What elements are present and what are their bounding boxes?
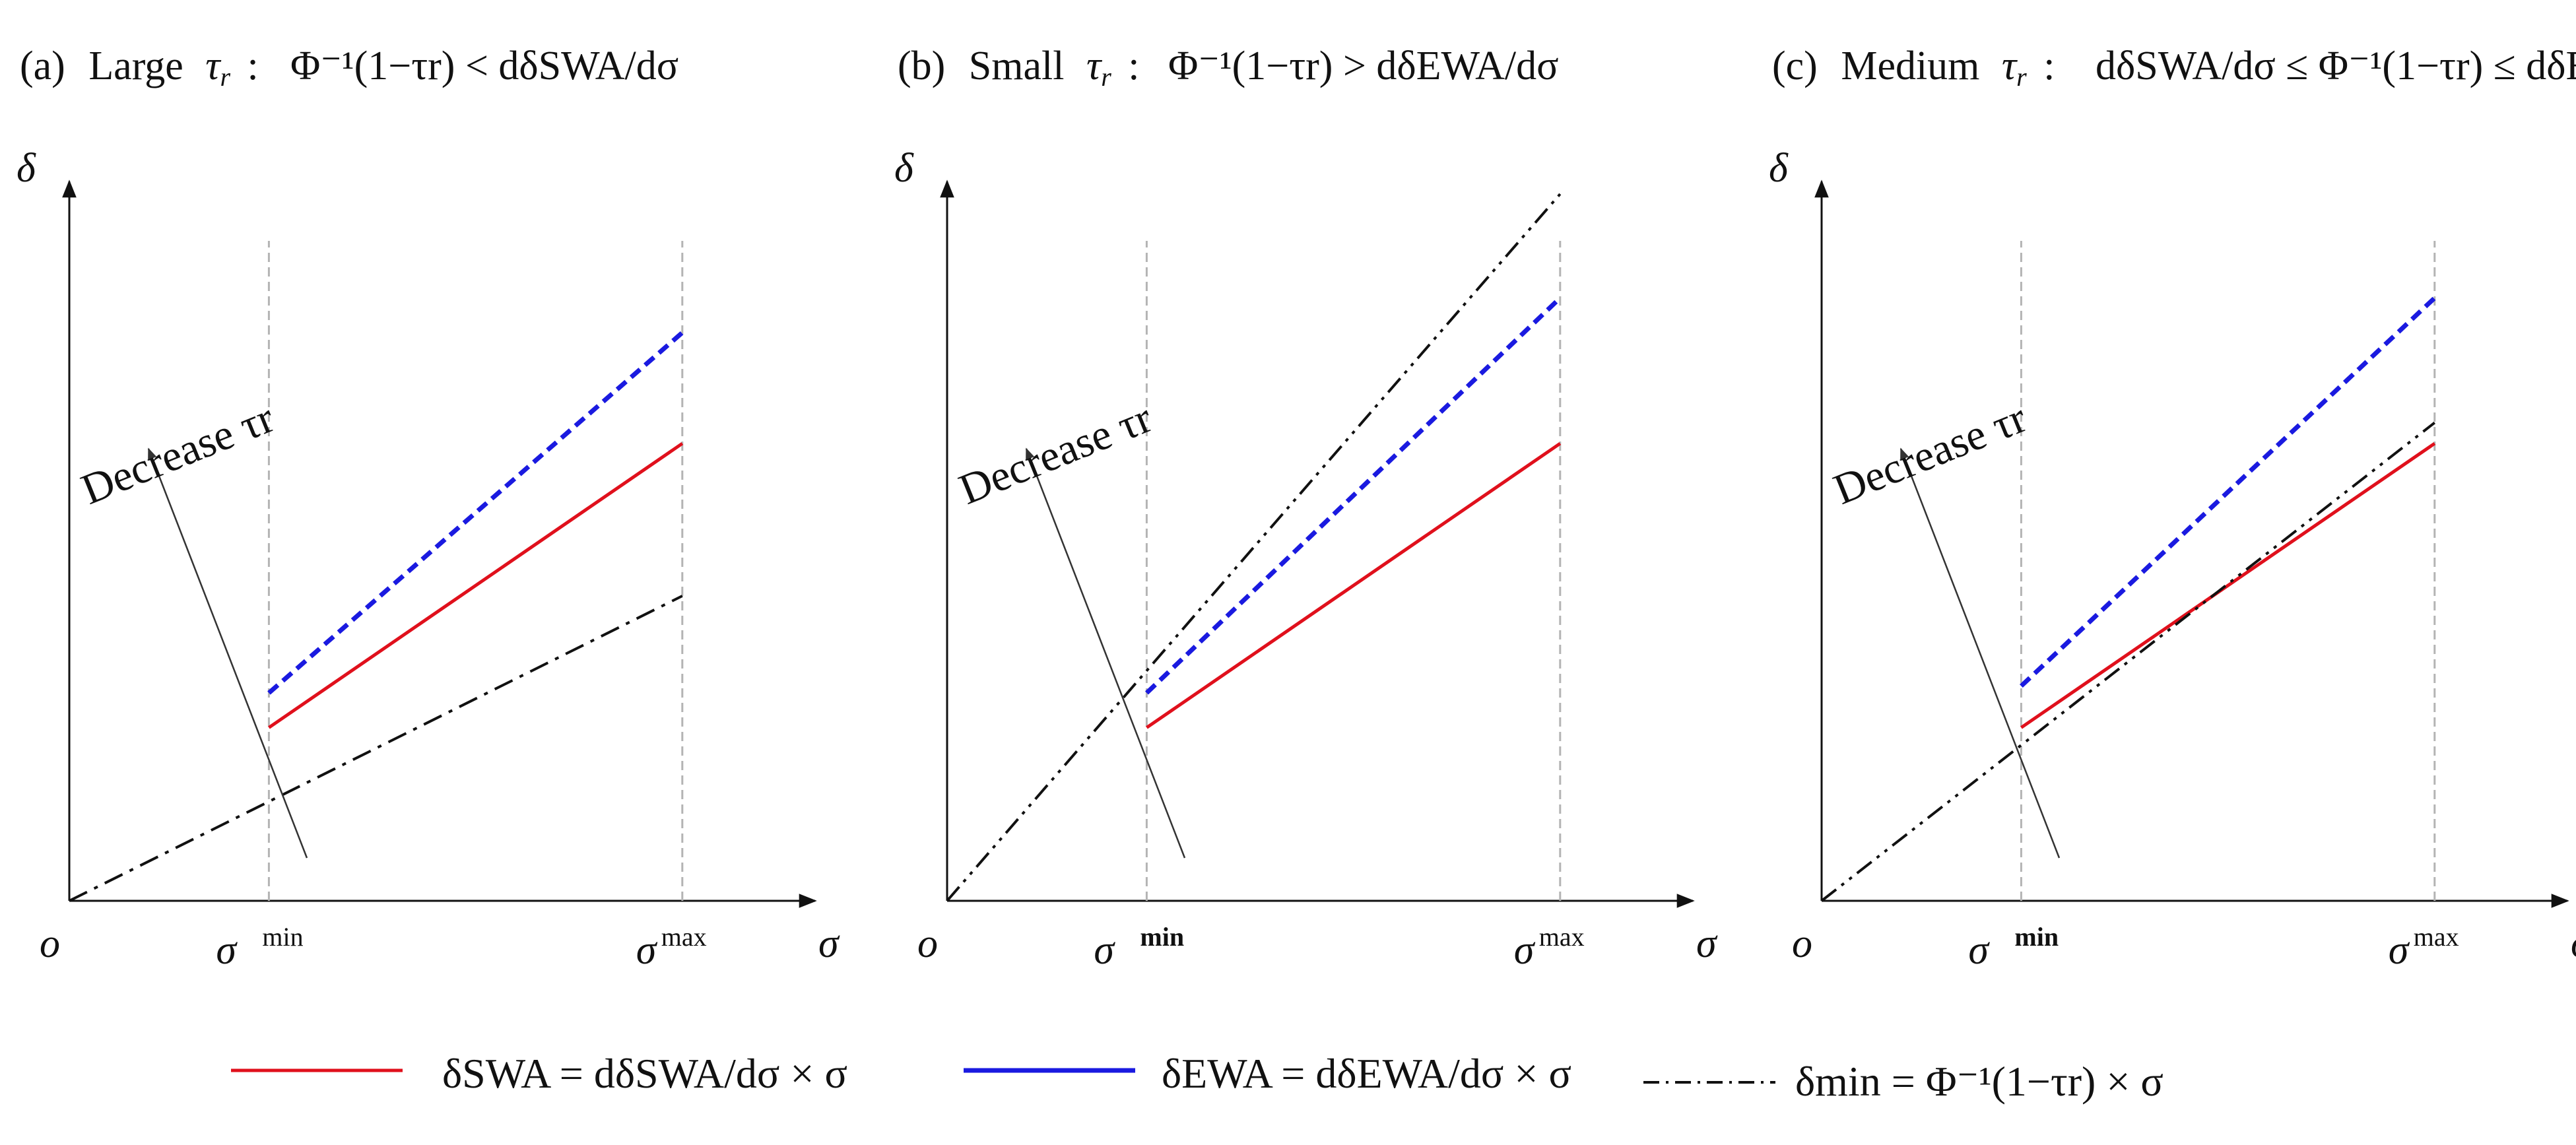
tick-sigma-min-sup: min — [1140, 922, 1184, 952]
panel-title-colon: : — [2043, 44, 2055, 88]
legend: δSWA = dδSWA/dσ × σ δEWA = dδEWA/dσ × σ … — [231, 1050, 2163, 1105]
tick-sigma-max: σ — [636, 928, 658, 973]
panel-title-tau: τ — [205, 44, 222, 88]
panel-title-colon: : — [1128, 44, 1139, 88]
panel-title-label: Medium — [1841, 44, 1979, 88]
panel-title-label: Small — [969, 44, 1065, 88]
origin-label: o — [1792, 921, 1812, 966]
legend-min-label: δmin = Φ⁻¹(1−τr) × σ — [1795, 1058, 2163, 1105]
tick-sigma-min: σ — [216, 928, 238, 973]
tick-sigma-max-sup: max — [661, 922, 707, 952]
panel-b: (b) Small τr : Φ⁻¹(1−τr) > dδEWA/dσ δ σ o σ… — [894, 44, 1718, 973]
panel-a: (a) Large τr : Φ⁻¹(1−τr) < dδSWA/dσ δ σ o σ… — [17, 44, 840, 973]
min-line — [946, 193, 1562, 902]
origin-label: o — [917, 921, 938, 966]
swa-line — [267, 442, 684, 729]
panel-title-tau: τ — [1086, 44, 1103, 88]
panel-condition: dδSWA/dσ ≤ Φ⁻¹(1−τr) ≤ dδEWA/dσ — [2096, 44, 2576, 88]
y-axis-label: δ — [17, 146, 36, 191]
panel-title-tau: τ — [2002, 44, 2018, 88]
tick-sigma-min: σ — [1094, 928, 1115, 973]
panel-title-tau-sub: r — [2016, 62, 2027, 92]
tick-sigma-max: σ — [2389, 928, 2410, 973]
tick-sigma-min: σ — [1968, 928, 1990, 973]
origin-label: o — [40, 921, 60, 966]
tick-sigma-max-sup: max — [2414, 922, 2459, 952]
panel-title: (c) Medium τr : — [1772, 44, 2055, 95]
panel-title-prefix: (a) — [20, 44, 65, 88]
decrease-annotation: Decrease τr — [952, 393, 1158, 514]
decrease-arrow — [147, 447, 308, 859]
panel-c: (c) Medium τr : dδSWA/dσ ≤ Φ⁻¹(1−τr) ≤ d… — [1769, 44, 2576, 973]
tick-sigma-max: σ — [1514, 928, 1536, 973]
panel-title-prefix: (b) — [898, 44, 945, 88]
min-line — [69, 595, 683, 902]
legend-ewa-label: δEWA = dδEWA/dσ × σ — [1162, 1050, 1571, 1097]
x-axis-label: σ — [1696, 921, 1718, 966]
swa-line — [1145, 442, 1562, 729]
panel-title-tau-sub: r — [220, 62, 230, 92]
decrease-arrow — [1025, 447, 1186, 859]
y-axis-label: δ — [894, 146, 914, 191]
panel-condition: Φ⁻¹(1−τr) > dδEWA/dσ — [1168, 44, 1559, 88]
decrease-arrow — [1899, 447, 2061, 859]
decrease-annotation: Decrease τr — [1827, 393, 2033, 514]
swa-line — [2020, 442, 2436, 729]
panel-title: (b) Small τr : — [898, 44, 1140, 95]
panel-title-colon: : — [248, 44, 259, 88]
tick-sigma-min-sup: min — [2014, 922, 2059, 952]
ewa-line — [2020, 296, 2437, 688]
panel-title-label: Large — [88, 44, 183, 88]
ewa-line — [1144, 296, 1562, 695]
x-axis-label: σ — [2571, 921, 2576, 966]
tick-sigma-max-sup: max — [1539, 922, 1585, 952]
min-line — [1820, 421, 2436, 902]
decrease-annotation: Decrease τr — [75, 393, 281, 514]
y-axis-label: δ — [1769, 146, 1789, 191]
panel-title-prefix: (c) — [1772, 44, 1818, 88]
tick-sigma-min-sup: min — [262, 922, 303, 952]
x-axis-label: σ — [818, 921, 840, 966]
panel-condition: Φ⁻¹(1−τr) < dδSWA/dσ — [290, 44, 678, 88]
legend-swa-label: δSWA = dδSWA/dσ × σ — [442, 1050, 847, 1097]
panel-title-tau-sub: r — [1101, 62, 1111, 92]
panel-title: (a) Large τr : — [20, 44, 259, 95]
ewa-line — [267, 331, 684, 695]
